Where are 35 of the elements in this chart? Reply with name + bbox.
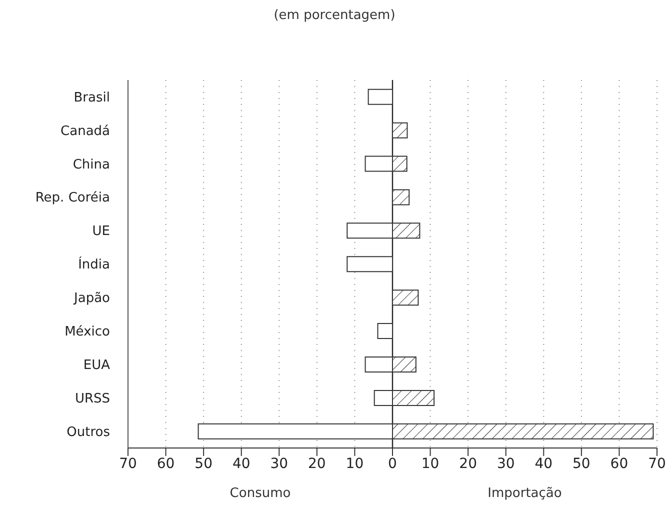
y-tick-label: Japão [73, 291, 110, 306]
x-tick-label: 50 [572, 456, 590, 472]
y-tick-label: URSS [74, 391, 110, 406]
x-tick-label: 20 [459, 456, 477, 472]
y-tick-label: Rep. Coréia [35, 190, 110, 206]
x-tick-label: 0 [388, 456, 397, 472]
y-tick-label: México [64, 324, 110, 340]
x-tick-label: 20 [308, 456, 326, 472]
x-tick-label: 40 [232, 456, 250, 472]
x-tick-label: 10 [346, 456, 364, 472]
y-tick-label: EUA [83, 358, 110, 373]
y-tick-label: China [72, 157, 110, 172]
x-tick-label: 50 [194, 456, 212, 472]
bar [377, 323, 393, 340]
bar [392, 189, 410, 206]
bar [346, 256, 393, 272]
x-tick-label: 60 [610, 456, 628, 472]
x-tick-label: 10 [421, 456, 440, 472]
chart-title: (em porcentagem) [272, 8, 396, 23]
text: Importação [486, 486, 563, 501]
x-tick-label: 30 [496, 456, 515, 472]
y-tick-label: UE [92, 224, 110, 240]
x-tick-label: 40 [534, 456, 553, 472]
x-tick-label: 70 [648, 456, 666, 472]
y-tick-label: Brasil [74, 90, 110, 106]
x-tick-label: 70 [119, 456, 137, 472]
x-tick-label: 60 [156, 456, 175, 472]
x-tick-label: 30 [270, 456, 288, 472]
y-tick-label: Índia [78, 256, 110, 273]
bar [392, 122, 408, 138]
bar [392, 290, 419, 306]
y-tick-label: Canadá [60, 124, 110, 139]
y-tick-label: Outros [66, 424, 110, 440]
bar [368, 88, 393, 105]
text: Consumo [228, 486, 292, 501]
